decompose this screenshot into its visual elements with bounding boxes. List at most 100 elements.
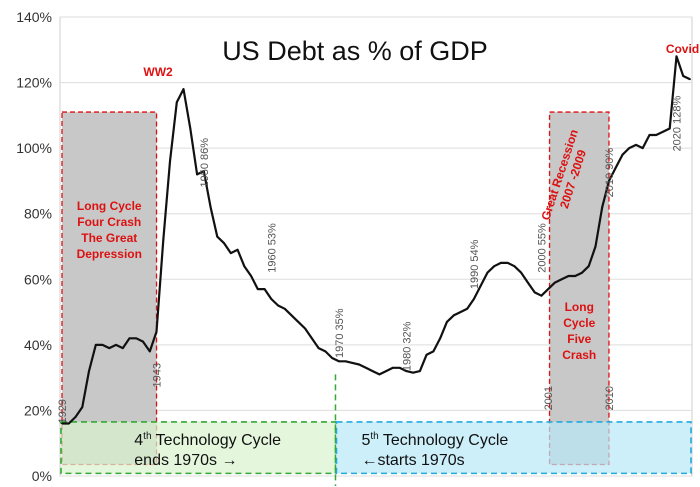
data-point — [405, 370, 408, 372]
data-point — [601, 206, 604, 209]
data-point — [547, 288, 550, 291]
data-point — [412, 371, 415, 374]
year-annotation: 1990 54% — [469, 239, 481, 289]
data-point — [229, 252, 232, 254]
technology-cycle-subtitle: ends 1970s → — [134, 452, 237, 469]
data-point — [662, 130, 664, 133]
y-tick-label: 0% — [32, 468, 52, 484]
crash-label-line: Crash — [562, 348, 596, 362]
data-point — [337, 360, 340, 363]
data-point — [297, 321, 300, 323]
technology-cycle-box — [60, 421, 337, 475]
cycle-ordinal: 4 — [134, 432, 143, 449]
data-point — [209, 206, 212, 209]
period-label-line: Four Crash — [77, 215, 141, 229]
year-annotation: 2020 128% — [671, 96, 683, 152]
data-point — [425, 353, 428, 356]
data-point — [182, 88, 185, 91]
data-point — [378, 373, 381, 376]
data-point — [67, 422, 70, 425]
cycle-title-rest: Technology Cycle — [379, 432, 509, 449]
data-point — [628, 147, 631, 150]
data-point — [94, 343, 97, 346]
year-annotation: 2000 55% — [536, 223, 548, 273]
year-annotation: 1970 35% — [334, 308, 346, 358]
data-point — [324, 350, 327, 353]
crash-label-line: Five — [567, 332, 591, 346]
data-point — [668, 127, 671, 130]
data-point — [689, 78, 691, 81]
data-point — [594, 245, 597, 248]
event-label: WW2 — [143, 65, 173, 79]
data-point — [290, 314, 293, 317]
data-point — [398, 366, 401, 369]
data-point — [74, 416, 77, 418]
data-point — [256, 288, 259, 291]
data-point — [506, 261, 509, 264]
data-point — [473, 298, 475, 300]
data-point — [513, 265, 516, 268]
data-point — [202, 170, 205, 172]
data-point — [682, 75, 685, 77]
data-point — [608, 180, 610, 182]
event-label: Covid — [666, 42, 699, 56]
data-point — [540, 294, 543, 297]
data-point — [317, 347, 320, 350]
data-point — [81, 406, 84, 409]
data-point — [520, 271, 523, 274]
data-point — [432, 350, 435, 353]
data-point — [351, 361, 354, 364]
data-point — [479, 284, 482, 287]
data-point — [162, 239, 165, 241]
data-point — [527, 281, 529, 284]
data-point — [142, 340, 144, 343]
data-point — [128, 337, 131, 340]
year-annotation: 2001 — [543, 386, 555, 410]
data-point — [446, 321, 448, 323]
data-point — [344, 360, 347, 363]
technology-cycles: 4 th Technology Cycle ends 1970s → 5th Tech… — [60, 421, 692, 475]
period-label-line: The Great — [81, 231, 137, 245]
data-point — [236, 248, 239, 251]
data-point — [486, 271, 489, 274]
data-point — [216, 235, 219, 238]
data-point — [493, 265, 496, 268]
data-point — [263, 288, 266, 291]
technology-cycle-title: 5th Technology Cycle — [361, 431, 508, 449]
data-point — [371, 370, 374, 372]
great-recession-period — [548, 111, 610, 466]
data-point — [196, 173, 198, 176]
data-point — [88, 370, 90, 372]
great-depression-period — [61, 111, 158, 466]
year-annotation: 2010 — [604, 386, 616, 410]
data-point — [459, 311, 462, 313]
data-point — [283, 307, 286, 310]
y-tick-label: 60% — [24, 271, 52, 287]
data-point — [466, 307, 469, 310]
data-point — [364, 366, 367, 369]
data-point — [61, 422, 63, 425]
data-point — [135, 337, 138, 340]
y-tick-labels: 0% 20% 40% 60% 80% 100% 120% 140% — [16, 9, 52, 484]
cycle-title-rest: Technology Cycle — [152, 432, 282, 449]
data-point — [331, 357, 334, 359]
data-point — [223, 242, 225, 245]
data-point — [101, 343, 104, 346]
data-point — [358, 363, 361, 366]
data-point — [574, 275, 577, 277]
data-point — [635, 143, 637, 146]
data-point — [452, 314, 455, 317]
data-point — [277, 304, 279, 307]
shaded-periods — [61, 111, 610, 466]
data-point — [108, 347, 111, 350]
chart-title: US Debt as % of GDP — [222, 36, 488, 66]
year-annotation: 2010 90% — [604, 148, 616, 198]
crash-label-line: Cycle — [563, 316, 595, 330]
year-annotation: 1929 — [57, 399, 69, 423]
cycle-ordinal-suffix: th — [370, 431, 378, 442]
data-point — [121, 347, 124, 350]
y-tick-label: 140% — [16, 9, 52, 25]
data-point — [614, 166, 617, 169]
